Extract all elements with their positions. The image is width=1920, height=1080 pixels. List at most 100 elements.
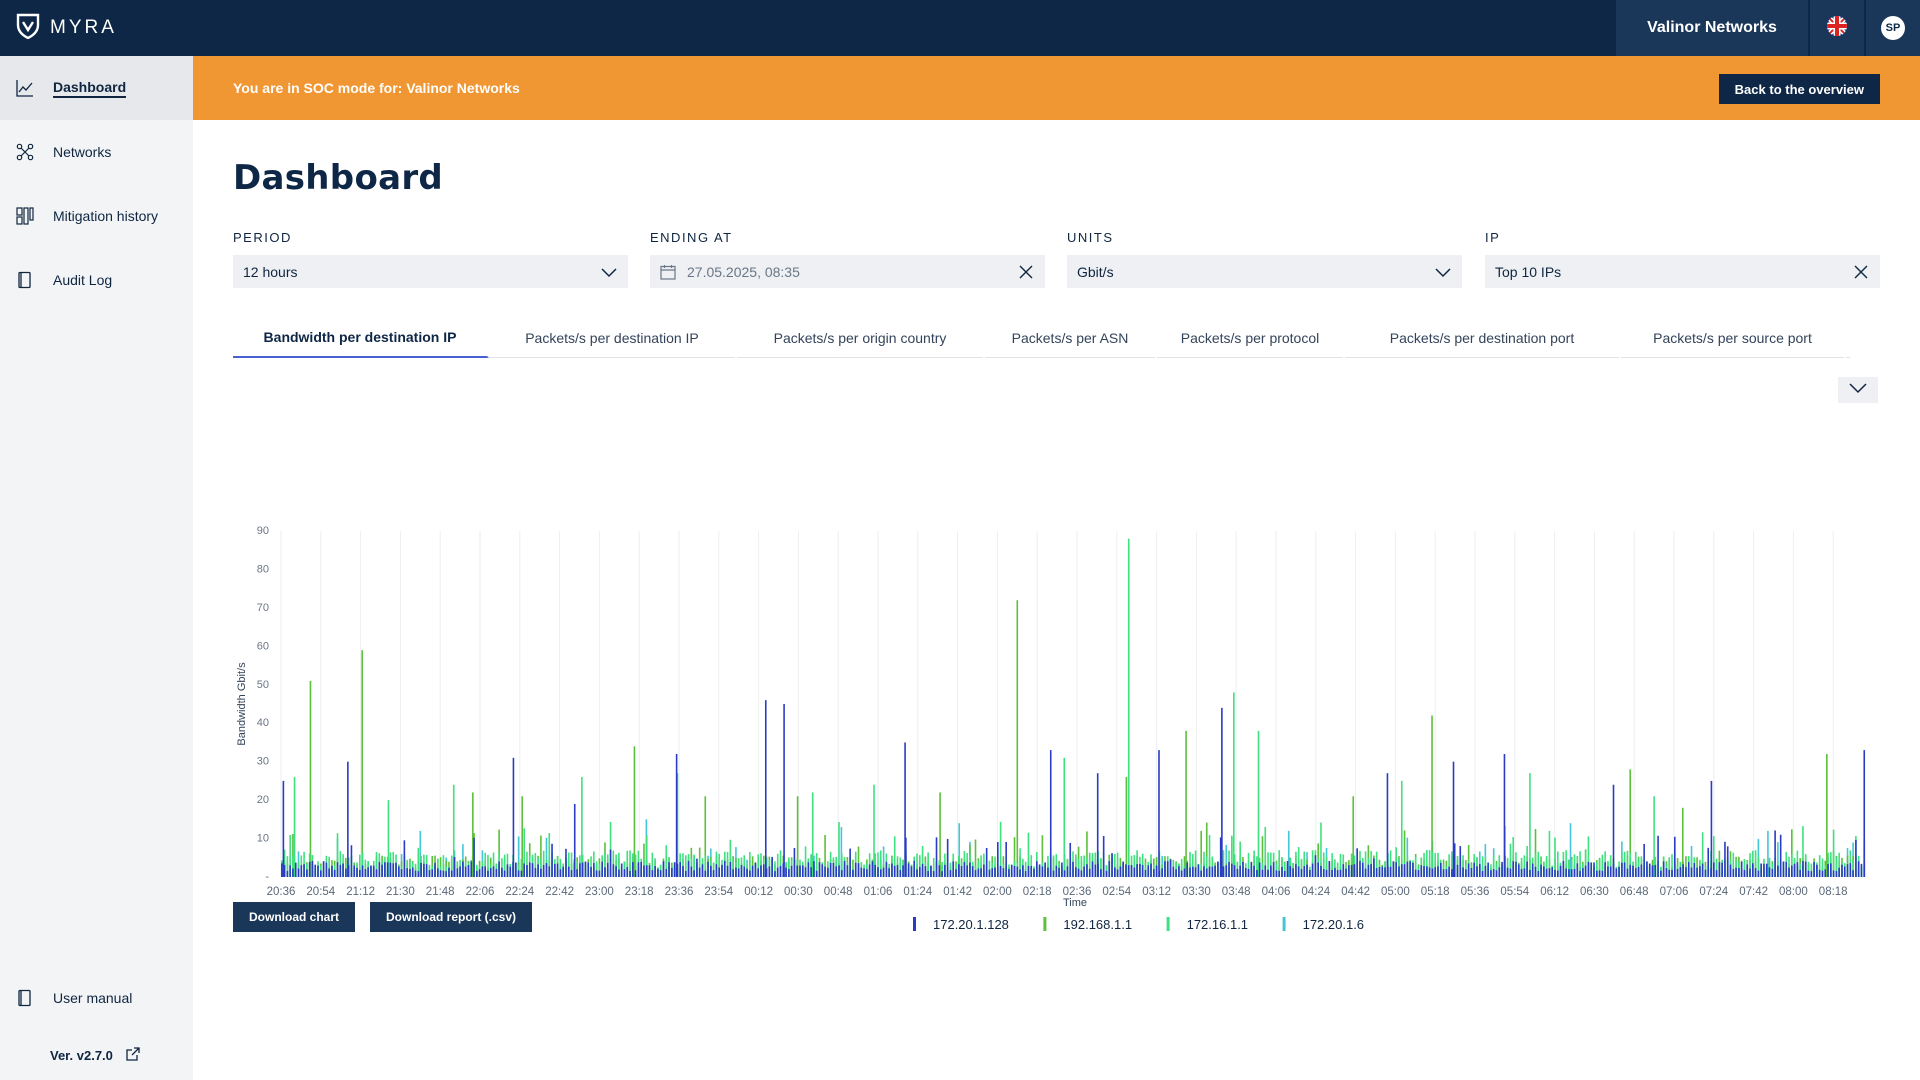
tab-packets-per-origin-country[interactable]: Packets/s per origin country bbox=[737, 318, 985, 358]
close-icon[interactable] bbox=[1852, 263, 1870, 281]
series-bar bbox=[506, 864, 509, 877]
series-bar bbox=[1119, 866, 1122, 877]
tab-packets-per-asn[interactable]: Packets/s per ASN bbox=[985, 318, 1157, 358]
series-bar bbox=[372, 865, 375, 877]
series-bar bbox=[1757, 856, 1760, 877]
series-bar bbox=[306, 869, 308, 877]
series-bar bbox=[1214, 865, 1216, 877]
close-icon[interactable] bbox=[1017, 263, 1035, 281]
series-bar bbox=[1233, 865, 1236, 877]
series-bar bbox=[437, 868, 439, 877]
tab-packets-per-destination-ip[interactable]: Packets/s per destination IP bbox=[489, 318, 737, 358]
series-bar bbox=[1292, 868, 1294, 877]
period-select[interactable]: 12 hours bbox=[233, 255, 628, 288]
tab-packets-per-destination-port[interactable]: Packets/s per destination port bbox=[1345, 318, 1621, 358]
download-chart-button[interactable]: Download chart bbox=[233, 902, 356, 932]
series-bar bbox=[955, 869, 957, 877]
series-bar bbox=[811, 792, 814, 877]
series-bar bbox=[559, 869, 562, 877]
series-bar bbox=[904, 742, 906, 877]
tab-bandwidth-per-destination-ip[interactable]: Bandwidth per destination IP bbox=[233, 318, 489, 358]
chart-collapse-button[interactable] bbox=[1838, 377, 1878, 403]
series-bar bbox=[983, 864, 985, 877]
series-bar bbox=[1278, 850, 1280, 877]
series-bar bbox=[1080, 870, 1083, 877]
sidebar-item-dashboard[interactable]: Dashboard bbox=[0, 56, 193, 120]
series-bar bbox=[281, 863, 283, 877]
series-bar bbox=[531, 863, 534, 877]
tab-packets-per-source-port[interactable]: Packets/s per source port bbox=[1621, 318, 1846, 358]
series-bar bbox=[1100, 869, 1102, 877]
series-bar bbox=[1531, 863, 1534, 877]
series-bar bbox=[704, 796, 707, 877]
series-bar bbox=[300, 865, 303, 877]
sidebar-item-mitigation-history[interactable]: Mitigation history bbox=[0, 184, 193, 248]
back-to-overview-button[interactable]: Back to the overview bbox=[1718, 74, 1880, 104]
series-bar bbox=[1002, 868, 1005, 877]
series-bar bbox=[1545, 856, 1548, 877]
sidebar-item-networks[interactable]: Networks bbox=[0, 120, 193, 184]
page-title: Dashboard bbox=[233, 158, 444, 198]
x-tick-label: 02:54 bbox=[1102, 886, 1131, 898]
series-bar bbox=[1654, 864, 1657, 877]
tab-packets-per-protocol[interactable]: Packets/s per protocol bbox=[1157, 318, 1345, 358]
tenant-selector[interactable]: Valinor Networks bbox=[1616, 0, 1810, 56]
series-bar bbox=[293, 777, 296, 877]
series-bar bbox=[980, 855, 982, 877]
series-bar bbox=[790, 865, 793, 877]
series-bar bbox=[1431, 715, 1433, 877]
series-bar bbox=[345, 868, 347, 877]
x-tick-label: 21:48 bbox=[426, 886, 455, 898]
series-bar bbox=[626, 867, 629, 877]
x-tick-label: 01:06 bbox=[864, 886, 893, 898]
series-bar bbox=[1339, 853, 1342, 877]
series-bar bbox=[1470, 868, 1473, 877]
series-bar bbox=[1495, 863, 1498, 877]
download-report-button[interactable]: Download report (.csv) bbox=[370, 902, 533, 932]
brand-logo[interactable]: MYRA bbox=[16, 13, 117, 44]
series-bar bbox=[1096, 773, 1099, 877]
y-tick-label: - bbox=[265, 871, 269, 883]
ending-at-input[interactable]: 27.05.2025, 08:35 bbox=[650, 255, 1045, 288]
series-bar bbox=[1626, 850, 1629, 877]
series-bar bbox=[434, 862, 436, 877]
series-bar bbox=[1857, 861, 1860, 877]
user-menu[interactable]: SP bbox=[1866, 0, 1920, 56]
sidebar-item-audit-log[interactable]: Audit Log bbox=[0, 248, 193, 312]
series-bar bbox=[877, 852, 879, 877]
series-bar bbox=[1556, 870, 1559, 877]
language-switch[interactable] bbox=[1810, 0, 1866, 56]
series-bar bbox=[579, 863, 581, 877]
series-bar bbox=[1417, 870, 1420, 877]
series-bar bbox=[718, 867, 720, 877]
series-bar bbox=[671, 867, 673, 877]
series-bar bbox=[751, 865, 754, 877]
series-bar bbox=[1537, 871, 1540, 877]
series-bar bbox=[1587, 862, 1590, 877]
sidebar-item-user-manual[interactable]: User manual bbox=[0, 966, 193, 1030]
series-bar bbox=[487, 854, 489, 877]
series-bar bbox=[1799, 869, 1801, 877]
document-icon bbox=[16, 271, 34, 289]
series-bar bbox=[1066, 866, 1069, 877]
legend-swatch bbox=[913, 917, 916, 931]
x-tick-label: 06:30 bbox=[1580, 886, 1609, 898]
version-link[interactable]: Ver. v2.7.0 bbox=[0, 1030, 193, 1080]
series-bar bbox=[1467, 863, 1470, 877]
ip-filter: IP Top 10 IPs bbox=[1485, 230, 1880, 288]
series-bar bbox=[776, 853, 779, 877]
series-bar bbox=[1200, 870, 1202, 877]
ip-select[interactable]: Top 10 IPs bbox=[1485, 255, 1880, 288]
series-bar bbox=[1272, 862, 1275, 877]
units-select[interactable]: Gbit/s bbox=[1067, 255, 1462, 288]
series-bar bbox=[1584, 850, 1587, 877]
series-bar bbox=[1225, 844, 1228, 877]
series-bar bbox=[1752, 863, 1754, 877]
y-tick-label: 20 bbox=[257, 794, 269, 806]
series-bar bbox=[1194, 850, 1197, 877]
series-bar bbox=[1102, 835, 1105, 877]
series-bar bbox=[1378, 866, 1381, 877]
series-bar bbox=[331, 865, 333, 877]
series-bar bbox=[559, 858, 562, 877]
x-tick-label: 03:12 bbox=[1142, 886, 1171, 898]
